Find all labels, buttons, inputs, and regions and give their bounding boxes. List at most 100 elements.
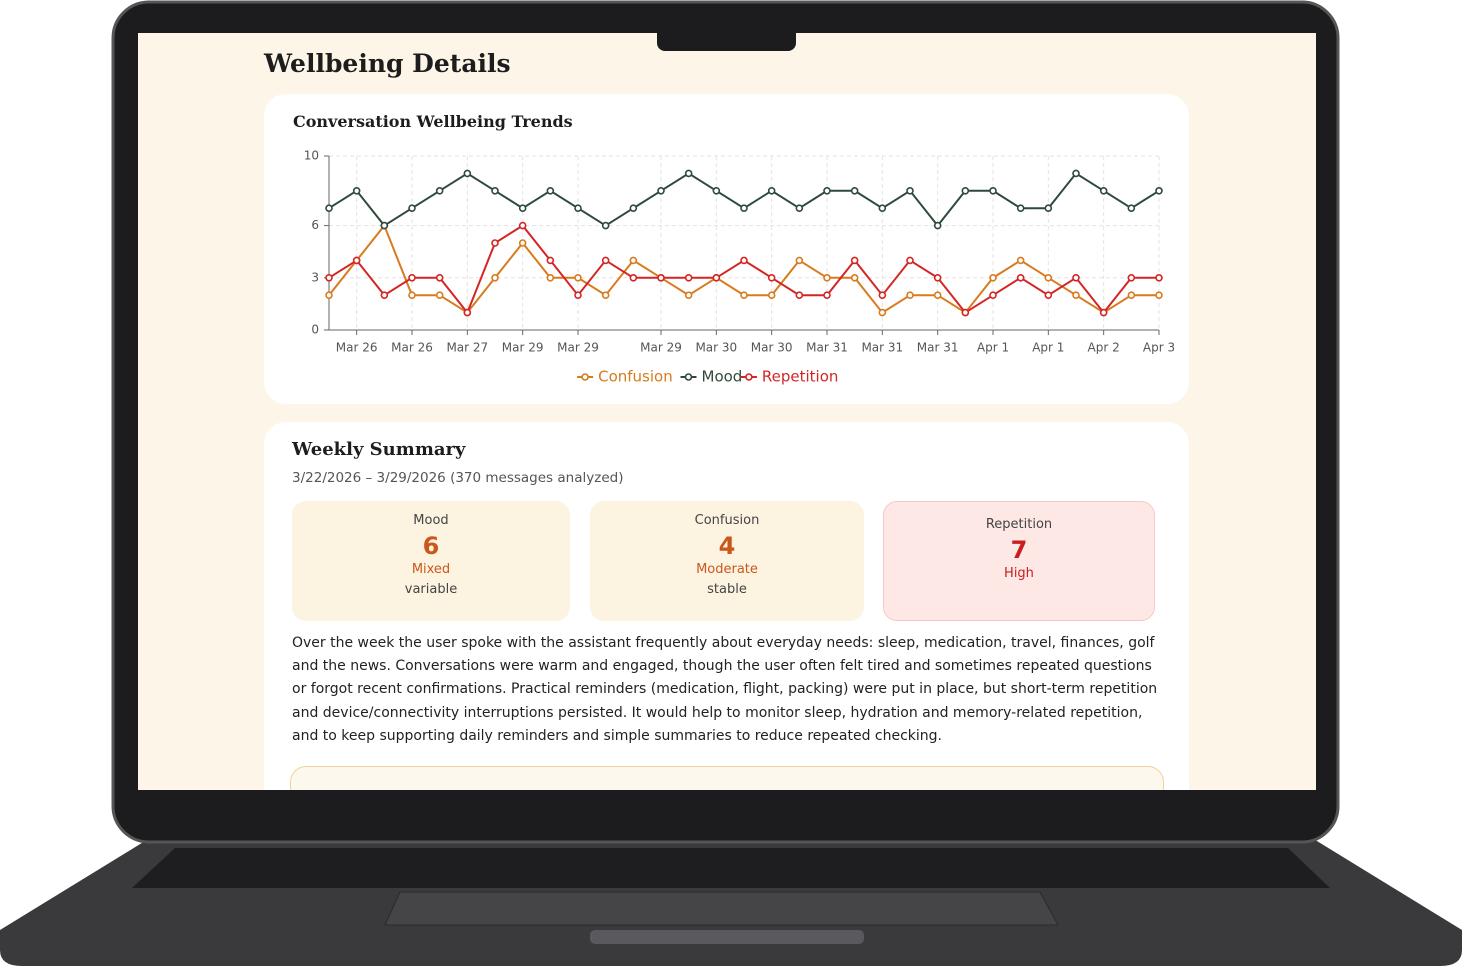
point — [546, 187, 555, 195]
point — [629, 256, 638, 265]
y-tick-label: 0 — [311, 323, 319, 337]
point — [1016, 274, 1025, 282]
point — [629, 204, 638, 212]
point — [989, 187, 997, 195]
point — [435, 274, 444, 282]
point — [878, 204, 887, 212]
point — [989, 274, 997, 282]
point — [1155, 187, 1163, 195]
point — [546, 274, 555, 282]
point — [961, 308, 970, 317]
point — [795, 291, 804, 299]
point — [1127, 291, 1136, 299]
summary-card: Weekly Summary 3/22/2026 – 3/29/2026 (37… — [264, 422, 1189, 790]
metric-card: Confusion 4 Moderate stable — [590, 501, 864, 621]
x-tick-label: Apr 3 — [1143, 341, 1175, 355]
point — [491, 239, 499, 247]
point — [933, 221, 942, 230]
point — [518, 221, 527, 230]
point — [601, 291, 610, 299]
point — [684, 291, 693, 299]
metric-trend: stable — [707, 582, 747, 597]
hinge — [590, 930, 864, 944]
summary-range: 3/22/2026 – 3/29/2026 (370 messages anal… — [292, 470, 624, 486]
summary-title: Weekly Summary — [292, 439, 466, 460]
summary-text: Over the week the user spoke with the as… — [292, 635, 1158, 744]
point — [408, 204, 416, 212]
point — [408, 291, 416, 299]
legend-label: Mood — [702, 368, 743, 386]
point — [657, 274, 665, 282]
point — [933, 274, 942, 282]
point — [767, 187, 776, 195]
chart-title: Conversation Wellbeing Trends — [293, 112, 573, 131]
point — [408, 274, 416, 282]
chart: 0 3 6 10 Mar 26 Mar 26 Mar 27 Mar 29 Mar 29 Mar 2… — [304, 149, 1175, 386]
x-tick-label: Mar 30 — [695, 341, 737, 355]
point — [491, 187, 499, 195]
x-tick-label: Apr 1 — [1032, 341, 1064, 355]
point — [1099, 187, 1108, 195]
point — [352, 256, 361, 265]
x-tick-label: Mar 31 — [806, 341, 848, 355]
point — [435, 291, 444, 299]
x-tick-label: Mar 31 — [861, 341, 903, 355]
point — [463, 169, 472, 178]
point — [518, 239, 527, 247]
point — [1044, 274, 1053, 282]
point — [463, 308, 472, 317]
metric-level: High — [1004, 566, 1034, 581]
notch — [657, 33, 796, 51]
point — [906, 187, 914, 195]
x-tick-label: Mar 29 — [557, 341, 599, 355]
series-line — [328, 223, 1159, 314]
legend-icon — [684, 373, 693, 381]
point — [823, 274, 831, 282]
x-tick-label: Mar 29 — [640, 341, 682, 355]
x-tick-label: Apr 2 — [1088, 341, 1120, 355]
metric-card: Mood 6 Mixed variable — [292, 501, 570, 621]
keyboard — [132, 848, 1330, 888]
point — [491, 274, 499, 282]
point — [878, 308, 887, 317]
point — [1016, 204, 1025, 212]
point — [1044, 204, 1053, 212]
y-tick-label: 3 — [311, 270, 319, 284]
point — [657, 187, 665, 195]
point — [684, 169, 693, 178]
point — [629, 274, 638, 282]
point — [906, 256, 914, 265]
chart-card: Conversation Wellbeing Trends 0 3 6 10 Mar 2… — [264, 94, 1189, 404]
x-tick-label: Mar 29 — [502, 341, 544, 355]
metric-value: 6 — [422, 532, 440, 560]
point — [1127, 274, 1136, 282]
metric-level: Mixed — [411, 562, 451, 577]
point — [352, 187, 361, 195]
point — [850, 187, 859, 195]
metric-value: 4 — [718, 532, 736, 560]
point — [435, 187, 444, 195]
metric-level: Moderate — [696, 562, 758, 577]
page-title: Wellbeing Details — [264, 49, 511, 78]
screen: Wellbeing Details Conversation Wellbeing… — [138, 33, 1316, 790]
point — [740, 291, 748, 299]
point — [850, 274, 859, 282]
legend-icon — [745, 373, 753, 381]
point — [989, 291, 997, 299]
trackpad — [384, 891, 1059, 926]
point — [546, 256, 555, 265]
point — [1044, 291, 1053, 299]
point — [823, 187, 831, 195]
point — [380, 291, 389, 299]
point — [325, 274, 333, 282]
point — [1072, 274, 1080, 282]
insight-box — [290, 766, 1164, 790]
point — [380, 221, 389, 230]
point — [740, 256, 748, 265]
legend-icon — [581, 373, 589, 381]
point — [1016, 256, 1025, 265]
point — [795, 256, 804, 265]
point — [601, 221, 610, 230]
x-tick-label: Mar 26 — [336, 341, 378, 355]
